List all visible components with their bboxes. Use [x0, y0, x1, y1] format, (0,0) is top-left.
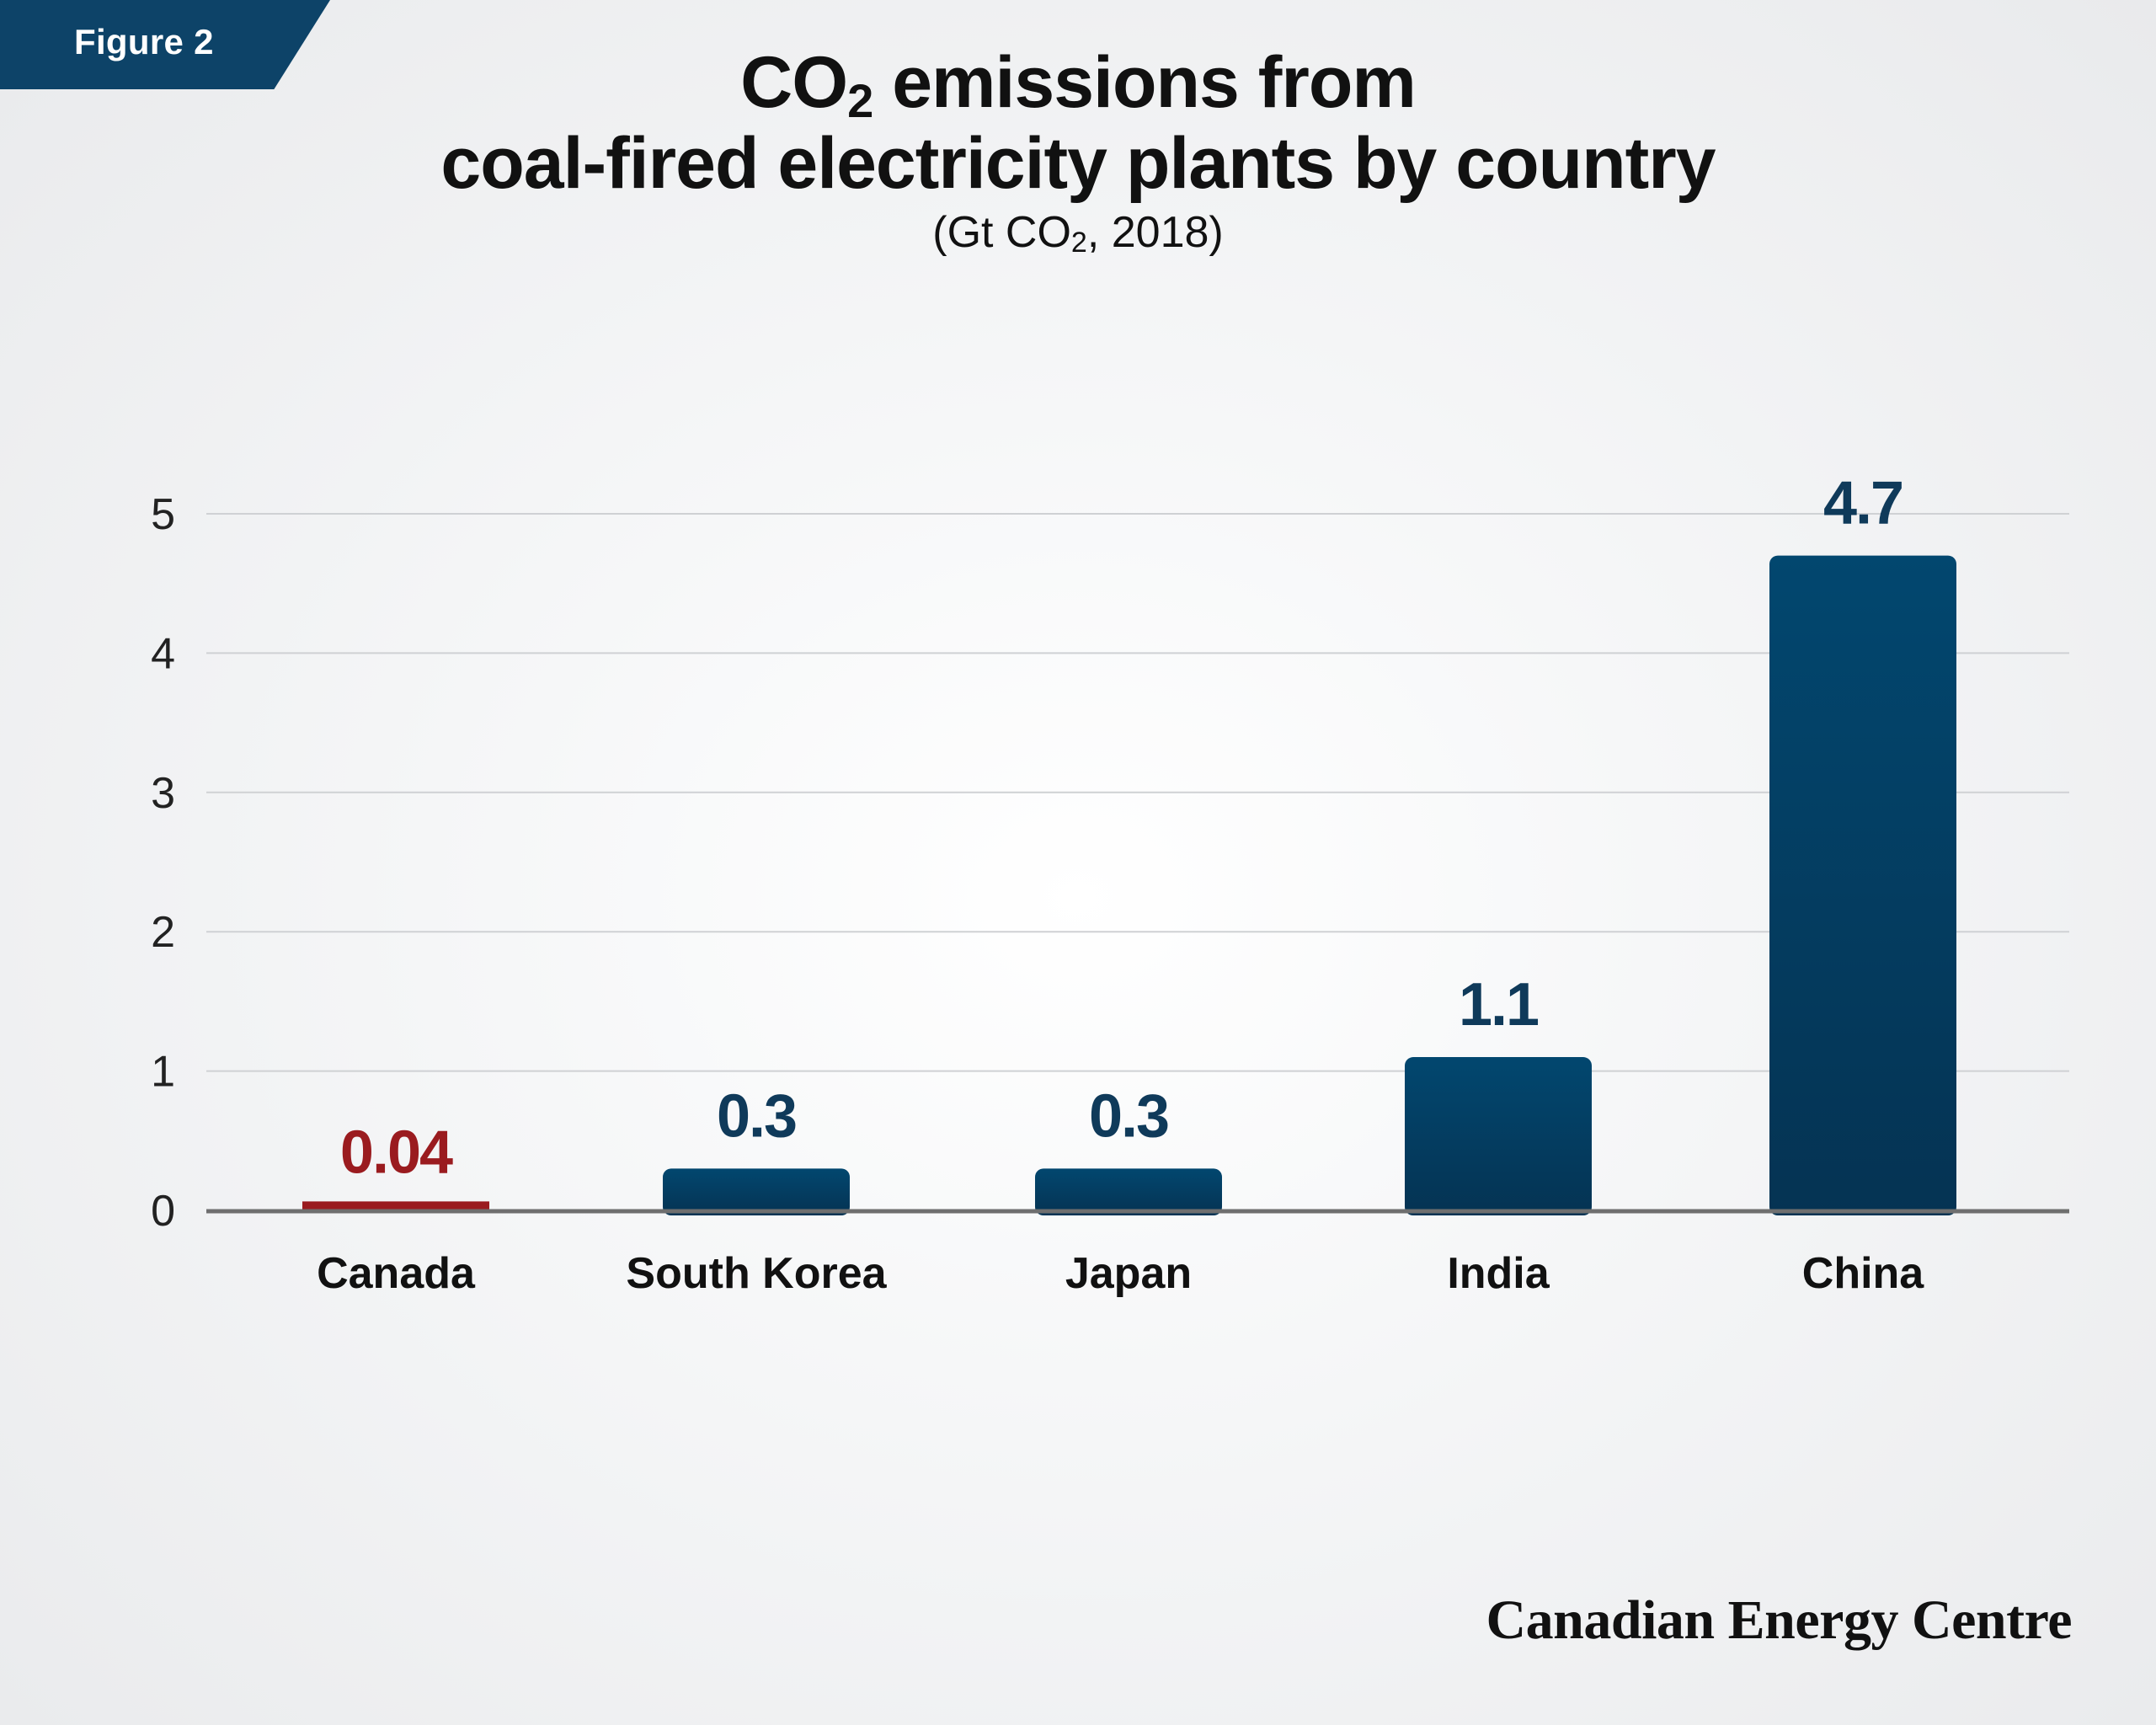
category-label: Canada	[317, 1249, 476, 1298]
title-prefix: CO	[740, 42, 848, 123]
title-suffix: emissions from	[873, 42, 1417, 123]
value-label: 0.04	[340, 1119, 453, 1186]
bar	[1035, 1168, 1222, 1215]
y-tick-label: 3	[151, 769, 175, 818]
y-tick-label: 4	[151, 629, 175, 678]
y-tick-label: 2	[151, 908, 175, 957]
y-axis-ticks: 0 1 2 3 4 5	[151, 490, 175, 1236]
bar	[663, 1168, 850, 1215]
category-label: India	[1447, 1249, 1550, 1298]
value-labels: 0.04 0.3 0.3 1.1 4.7	[340, 470, 1904, 1187]
gridlines	[206, 513, 2069, 1072]
subtitle-subscript: 2	[1070, 227, 1087, 259]
subtitle-suffix: , 2018)	[1086, 208, 1224, 257]
value-label: 0.3	[1089, 1082, 1168, 1150]
brand-logo: Canadian Energy Centre	[1486, 1589, 2073, 1651]
title-line-2: coal-fired electricity plants by country	[440, 123, 1716, 204]
category-label: Japan	[1065, 1249, 1192, 1298]
figure-label: Figure 2	[74, 22, 214, 61]
value-label: 0.3	[717, 1082, 796, 1150]
y-tick-label: 1	[151, 1048, 175, 1097]
value-label: 1.1	[1459, 971, 1539, 1039]
category-labels: Canada South Korea Japan India China	[317, 1249, 1924, 1298]
bars	[302, 555, 1956, 1215]
title-subscript: 2	[847, 74, 873, 127]
subtitle-prefix: (Gt CO	[932, 208, 1071, 257]
bar	[302, 1201, 489, 1210]
y-tick-label: 0	[151, 1187, 175, 1236]
y-tick-label: 5	[151, 490, 175, 539]
value-label: 4.7	[1823, 470, 1903, 537]
category-label: China	[1802, 1249, 1925, 1298]
bar	[1405, 1057, 1592, 1215]
chart-subtitle: (Gt CO2, 2018)	[0, 207, 2156, 258]
title-line-1: CO2 emissions from	[0, 42, 2156, 125]
figure-tag	[0, 0, 330, 89]
chart-title: CO2 emissions from coal-fired electricit…	[0, 42, 2156, 204]
category-label: South Korea	[626, 1249, 887, 1298]
bar	[1769, 555, 1956, 1215]
